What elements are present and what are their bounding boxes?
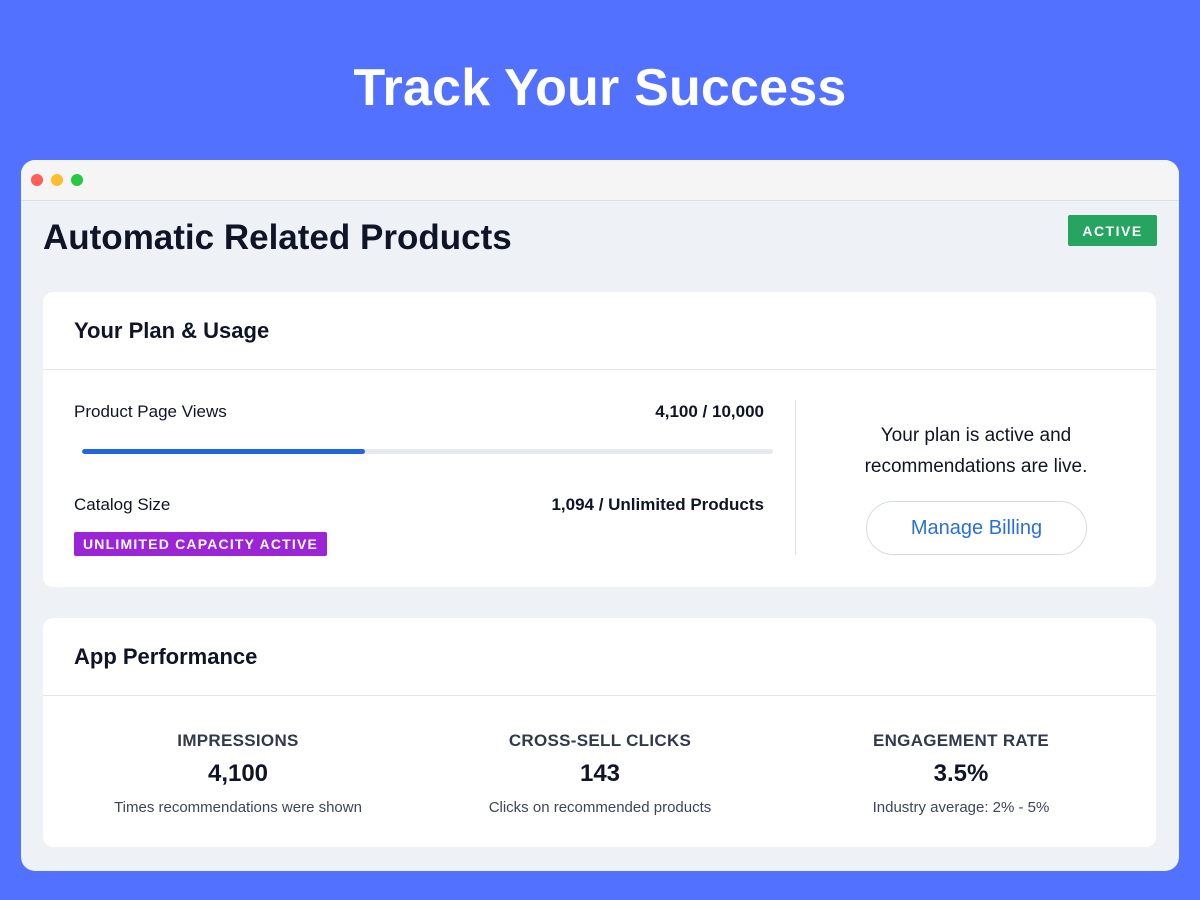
metric-value: 3.5% — [933, 760, 989, 787]
metric-description: Times recommendations were shown — [114, 799, 362, 816]
app-performance-heading: App Performance — [43, 618, 1156, 696]
metric-description: Clicks on recommended products — [488, 799, 712, 816]
plan-status-panel: Your plan is active and recommendations … — [796, 370, 1156, 586]
metric-label: IMPRESSIONS — [177, 731, 299, 750]
plan-status-line-1: Your plan is active and — [880, 425, 1072, 446]
page-views-progress-fill — [82, 449, 366, 454]
app-window: Automatic Related Products ACTIVE Your P… — [21, 160, 1179, 871]
metric-label: ENGAGEMENT RATE — [872, 731, 1050, 750]
metric-value: 4,100 — [207, 760, 269, 787]
page-title: Automatic Related Products — [43, 218, 512, 257]
manage-billing-button[interactable]: Manage Billing — [866, 501, 1087, 555]
metric-description: Industry average: 2% - 5% — [872, 799, 1050, 816]
performance-metrics: IMPRESSIONS 4,100 Times recommendations … — [43, 696, 1156, 846]
page-views-label: Product Page Views — [74, 402, 227, 421]
hero-title: Track Your Success — [353, 59, 847, 117]
vertical-divider — [795, 400, 796, 555]
plan-usage-heading: Your Plan & Usage — [43, 292, 1156, 370]
catalog-size-value: 1,094 / Unlimited Products — [551, 495, 764, 514]
window-titlebar — [21, 160, 1179, 201]
page-views-value: 4,100 / 10,000 — [655, 402, 764, 421]
plan-status-message: Your plan is active and recommendations … — [796, 420, 1156, 482]
usage-details: Product Page Views 4,100 / 10,000 Catalo… — [74, 370, 773, 586]
close-window-icon[interactable] — [31, 174, 43, 186]
catalog-size-label: Catalog Size — [74, 495, 171, 514]
unlimited-capacity-badge: UNLIMITED CAPACITY ACTIVE — [74, 532, 328, 556]
plan-status-line-2: recommendations are live. — [864, 456, 1088, 477]
page-views-progress-bar — [82, 449, 773, 454]
plan-usage-card: Your Plan & Usage Product Page Views 4,1… — [43, 292, 1156, 587]
plan-usage-body: Product Page Views 4,100 / 10,000 Catalo… — [43, 370, 1156, 586]
maximize-window-icon[interactable] — [71, 174, 83, 186]
status-badge: ACTIVE — [1068, 215, 1157, 246]
minimize-window-icon[interactable] — [51, 174, 63, 186]
metric-label: CROSS-SELL CLICKS — [508, 731, 692, 750]
app-performance-card: App Performance IMPRESSIONS 4,100 Times … — [43, 618, 1156, 847]
metric-value: 143 — [579, 760, 621, 787]
